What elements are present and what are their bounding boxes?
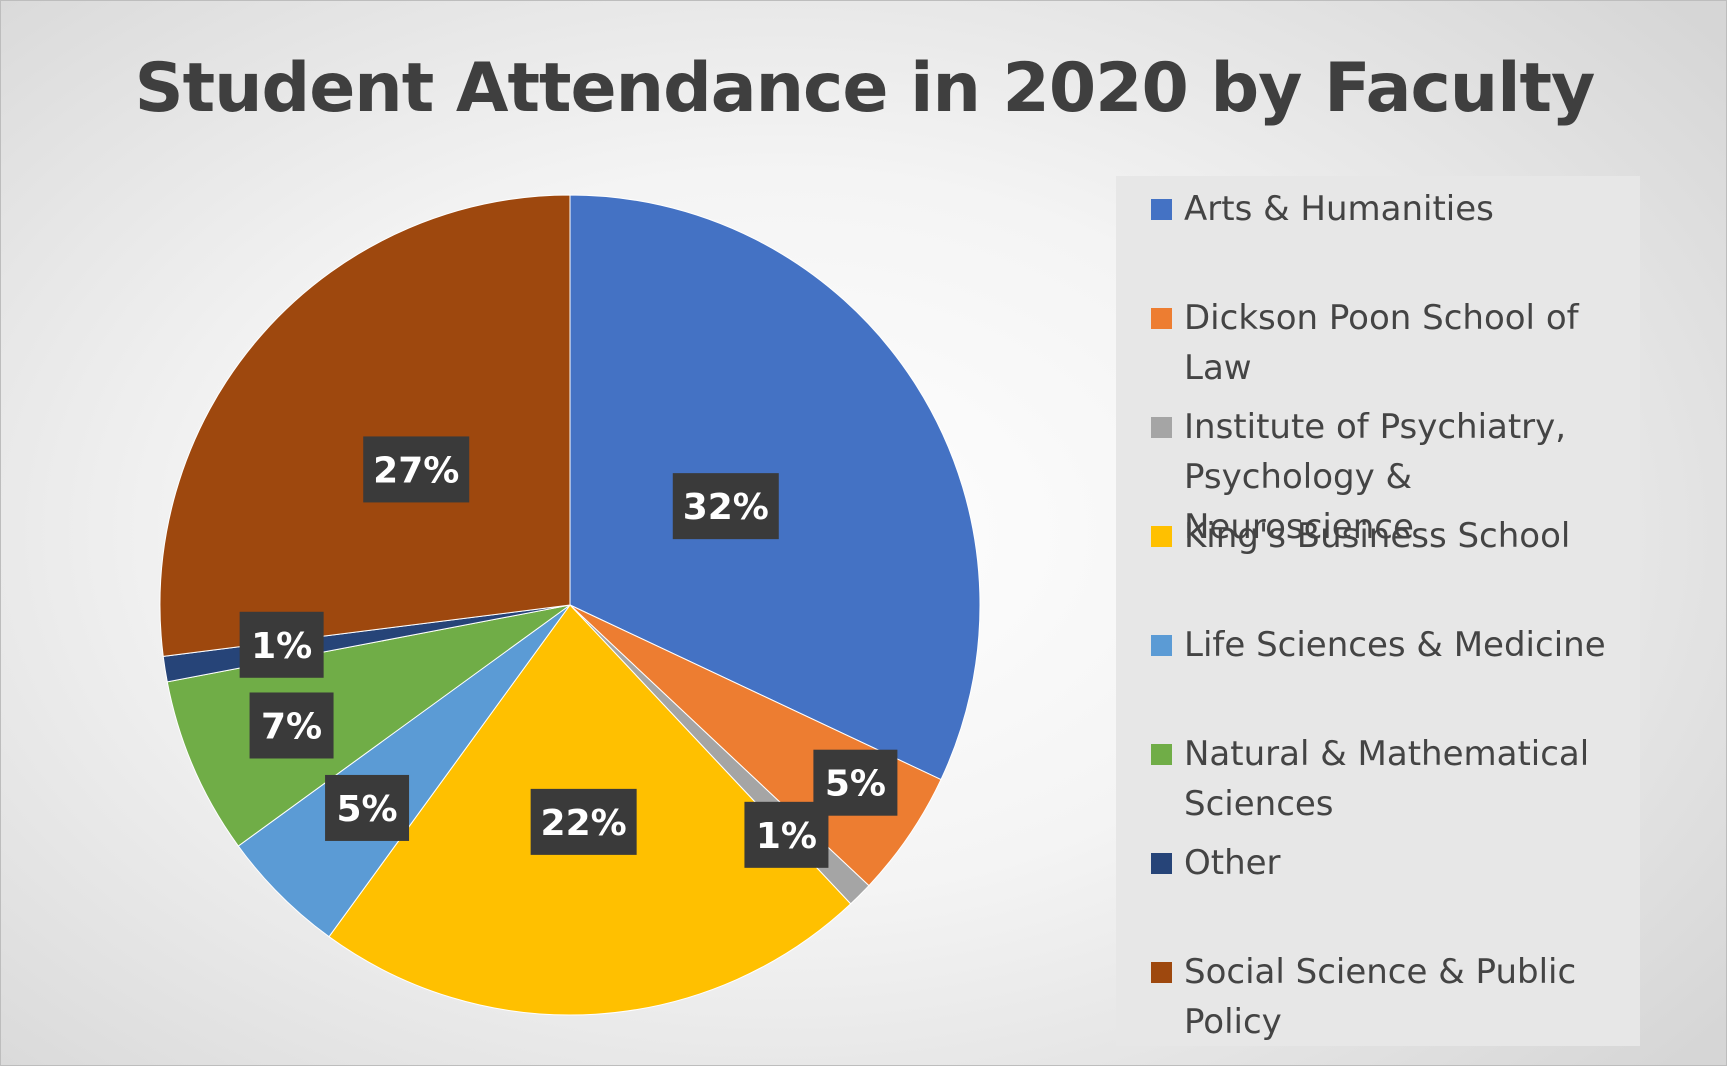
legend-label: King's Business School [1184,516,1571,556]
data-label-text: 22% [541,803,627,844]
data-label-box [239,611,324,678]
legend-label: Institute of Psychiatry, Psychology & Ne… [1184,407,1567,547]
legend-swatch [1151,526,1172,547]
legend-swatch [1151,853,1172,874]
legend-swatch [1151,417,1172,438]
data-labels: 32%5%1%22%5%7%1%27% [239,436,898,868]
legend-label: Other [1184,843,1281,883]
data-label-text: 1% [756,816,817,857]
data-label-box [672,473,779,540]
data-label: 1% [239,611,324,678]
legend-label: Social Science & Public Policy [1184,952,1577,1042]
legend-swatch [1151,744,1172,765]
data-label-text: 27% [373,450,459,491]
legend-item-psychiatry: Institute of Psychiatry, Psychology & Ne… [1151,402,1640,552]
data-label: 5% [325,774,410,841]
data-label-box [744,801,829,868]
legend-item-life-sciences: Life Sciences & Medicine [1151,620,1606,670]
data-label-text: 5% [825,764,886,805]
data-label: 1% [744,801,829,868]
legend-item-law: Dickson Poon School of Law [1151,293,1640,393]
data-label-box [530,788,637,855]
legend-swatch [1151,308,1172,329]
data-label-text: 7% [261,706,322,747]
pie-slice [159,194,571,657]
data-label-text: 5% [336,789,397,830]
legend-label: Life Sciences & Medicine [1184,625,1606,665]
data-label: 32% [672,473,779,540]
legend-item-natural-sciences: Natural & Mathematical Sciences [1151,729,1589,829]
legend-swatch [1151,962,1172,983]
legend-label: Arts & Humanities [1184,189,1494,229]
legend-label: Natural & Mathematical Sciences [1184,734,1590,824]
data-label-text: 1% [251,626,312,667]
data-label: 22% [530,788,637,855]
pie-slices [159,194,981,1016]
data-label-box [325,774,410,841]
data-label-text: 32% [683,487,769,528]
data-label-box [363,436,470,503]
data-label: 7% [249,692,334,759]
legend: Arts & Humanities Dickson Poon School of… [1116,176,1640,1046]
legend-item-social-science: Social Science & Public Policy [1151,947,1640,1047]
data-label-box [249,692,334,759]
legend-item-arts: Arts & Humanities [1151,184,1494,234]
legend-swatch [1151,635,1172,656]
data-label: 27% [363,436,470,503]
legend-label: Dickson Poon School of Law [1184,298,1579,388]
legend-item-other: Other [1151,838,1281,888]
legend-swatch [1151,199,1172,220]
legend-item-business: King's Business School [1151,511,1570,561]
chart-title: Student Attendance in 2020 by Faculty [134,49,1596,128]
